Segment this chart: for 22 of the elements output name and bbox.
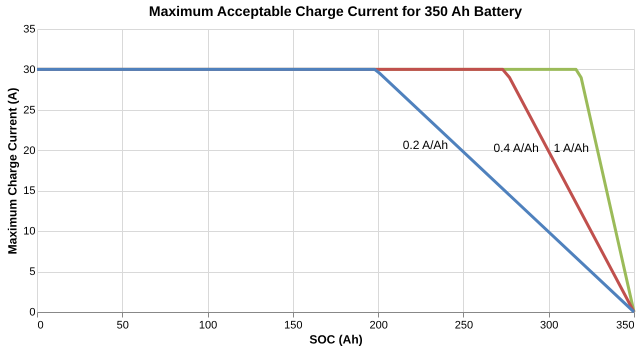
y-tick-label: 25 bbox=[23, 104, 36, 116]
y-tick-label: 20 bbox=[23, 144, 36, 157]
y-axis-title: Maximum Charge Current (A) bbox=[5, 88, 20, 254]
y-tick-label: 15 bbox=[23, 185, 36, 198]
x-tick-label: 50 bbox=[116, 320, 129, 332]
chart-title: Maximum Acceptable Charge Current for 350 Ah Battery bbox=[148, 3, 522, 19]
y-tick-label: 30 bbox=[23, 64, 36, 76]
x-tick-label: 100 bbox=[198, 320, 218, 332]
series-label: 0.2 A/Ah bbox=[402, 138, 448, 152]
x-tick-label: 350 bbox=[616, 320, 634, 332]
x-axis-title: SOC (Ah) bbox=[309, 332, 363, 346]
x-tick-label: 0 bbox=[38, 320, 44, 332]
y-tick-label: 10 bbox=[23, 226, 36, 238]
x-tick-label: 250 bbox=[454, 320, 474, 332]
series-label: 1 A/Ah bbox=[554, 140, 589, 155]
x-tick-label: 300 bbox=[540, 320, 558, 332]
x-tick-label: 200 bbox=[369, 320, 388, 332]
x-tick-label: 150 bbox=[284, 320, 303, 332]
y-tick-label: 5 bbox=[29, 266, 36, 278]
series-label: 0.4 A/Ah bbox=[493, 140, 539, 155]
y-tick-label: 35 bbox=[23, 24, 36, 36]
y-tick-label: 0 bbox=[29, 306, 36, 318]
